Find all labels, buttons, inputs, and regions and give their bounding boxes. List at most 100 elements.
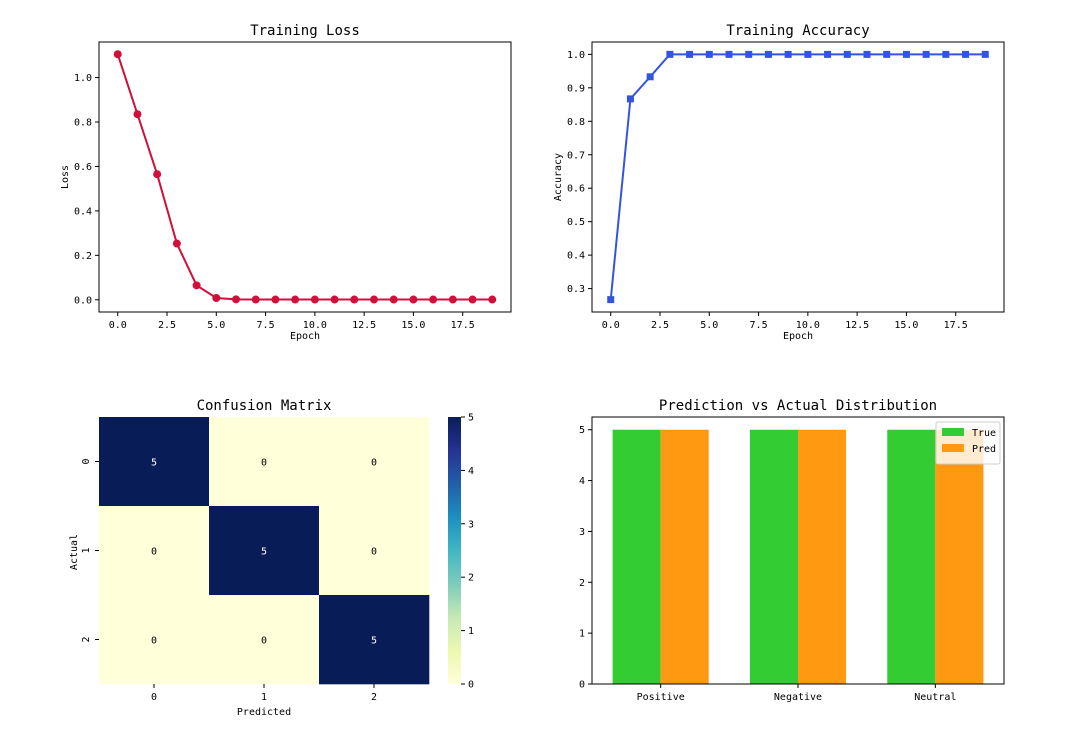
accuracy-x-tick-label: 5.0: [700, 320, 718, 331]
accuracy-data-point: [745, 50, 753, 58]
distribution-y-tick-label: 5: [579, 425, 585, 436]
loss-y-tick-label: 0.2: [74, 251, 92, 262]
heatmap-cell: [99, 417, 210, 507]
bar-pred: [798, 429, 847, 684]
accuracy-x-tick-label: 7.5: [750, 320, 768, 331]
loss-data-point: [271, 295, 280, 304]
distribution-chart-title: Prediction vs Actual Distribution: [659, 398, 937, 414]
colorbar-tick-label: 2: [468, 573, 474, 584]
loss-x-tick-label: 15.0: [401, 320, 425, 331]
bar-pred: [935, 429, 984, 684]
accuracy-data-point: [922, 50, 930, 58]
distribution-y-tick-label: 1: [579, 629, 585, 640]
accuracy-y-tick-label: 0.9: [567, 83, 585, 94]
accuracy-data-point: [962, 50, 970, 58]
loss-x-tick-label: 2.5: [158, 320, 176, 331]
accuracy-y-tick-label: 0.7: [567, 150, 585, 161]
accuracy-data-point: [843, 50, 851, 58]
confusion-x-tick-label: 1: [261, 692, 267, 703]
accuracy-data-point: [863, 50, 871, 58]
heatmap-cell: [319, 595, 430, 685]
loss-data-point: [389, 295, 398, 304]
loss-data-point: [251, 295, 260, 304]
accuracy-data-point: [784, 50, 792, 58]
loss-data-point: [172, 239, 181, 248]
heatmap-cell: [99, 506, 210, 596]
loss-x-tick-label: 7.5: [257, 320, 275, 331]
colorbar-tick-label: 5: [468, 413, 474, 424]
loss-data-point: [429, 295, 438, 304]
accuracy-y-tick-label: 0.8: [567, 117, 585, 128]
legend-swatch: [942, 444, 964, 452]
heatmap-cell-value: 0: [261, 458, 267, 469]
colorbar-tick-label: 1: [468, 626, 474, 637]
loss-x-tick-label: 10.0: [303, 320, 327, 331]
accuracy-y-tick-label: 0.4: [567, 251, 585, 262]
heatmap-cell-value: 0: [371, 547, 377, 558]
heatmap-cell: [209, 595, 320, 685]
bar-true: [887, 429, 936, 684]
heatmap-cell-value: 5: [151, 458, 157, 469]
loss-y-axis-label: Loss: [60, 165, 71, 189]
accuracy-y-tick-label: 0.5: [567, 217, 585, 228]
loss-chart-title: Training Loss: [250, 23, 360, 39]
loss-x-tick-label: 12.5: [352, 320, 376, 331]
accuracy-chart-title: Training Accuracy: [726, 23, 869, 39]
accuracy-data-point: [824, 50, 832, 58]
loss-data-point: [113, 50, 122, 59]
accuracy-data-point: [804, 50, 812, 58]
distribution-y-tick-label: 2: [579, 578, 585, 589]
loss-y-tick-label: 1.0: [74, 73, 92, 84]
accuracy-plot-frame: [591, 41, 1005, 313]
distribution-plot-frame: [591, 416, 1005, 685]
accuracy-data-point: [705, 50, 713, 58]
legend-label: True: [972, 428, 996, 439]
colorbar: [448, 417, 461, 684]
accuracy-y-axis-label: Accuracy: [553, 153, 564, 201]
accuracy-data-point: [666, 50, 674, 58]
bar-pred: [660, 429, 709, 684]
distribution-y-tick-label: 0: [579, 680, 585, 691]
loss-data-point: [369, 295, 378, 304]
loss-plot-frame: [98, 41, 512, 313]
accuracy-x-tick-label: 15.0: [894, 320, 918, 331]
confusion-x-tick-label: 0: [151, 692, 157, 703]
bar-true: [612, 429, 661, 684]
distribution-chart: Prediction vs Actual Distribution 0 1 2 3 4 5…: [579, 398, 1005, 703]
loss-y-tick-label: 0.0: [74, 295, 92, 306]
confusion-y-tick-label: 0: [81, 458, 92, 464]
loss-x-tick-label: 5.0: [207, 320, 225, 331]
heatmap-cell: [209, 417, 320, 507]
distribution-x-tick-label: Positive: [637, 692, 685, 703]
heatmap-cell-value: 0: [371, 458, 377, 469]
loss-y-tick-label: 0.8: [74, 118, 92, 129]
heatmap-cell-value: 0: [261, 636, 267, 647]
colorbar-tick-label: 0: [468, 680, 474, 691]
loss-data-point: [310, 295, 319, 304]
loss-data-point: [448, 295, 457, 304]
loss-y-tick-label: 0.6: [74, 162, 92, 173]
confusion-y-axis-label: Actual: [69, 534, 80, 570]
loss-data-point: [330, 295, 339, 304]
accuracy-data-point: [686, 50, 694, 58]
accuracy-data-point: [725, 50, 733, 58]
loss-data-point: [468, 295, 477, 304]
accuracy-data-point: [981, 50, 989, 58]
heatmap-cell: [209, 506, 320, 596]
accuracy-data-point: [902, 50, 910, 58]
accuracy-data-point: [607, 296, 615, 304]
colorbar-tick-label: 4: [468, 466, 474, 477]
loss-data-point: [133, 110, 142, 119]
loss-x-tick-label: 0.0: [109, 320, 127, 331]
confusion-matrix-chart: Confusion Matrix Predicted Actual 5 0 0 0 5 0…: [69, 398, 474, 718]
training-accuracy-chart: Training Accuracy Epoch Accuracy 0.0 2.5 5…: [553, 23, 1005, 342]
loss-x-axis-label: Epoch: [290, 331, 320, 342]
legend: True Pred: [935, 421, 1001, 465]
accuracy-x-axis-label: Epoch: [783, 331, 813, 342]
loss-data-point: [291, 295, 300, 304]
distribution-x-tick-label: Negative: [774, 692, 822, 703]
bar-true: [749, 429, 798, 684]
loss-data-point: [350, 295, 359, 304]
heatmap-cell-value: 0: [151, 636, 157, 647]
heatmap-cell-value: 0: [151, 547, 157, 558]
